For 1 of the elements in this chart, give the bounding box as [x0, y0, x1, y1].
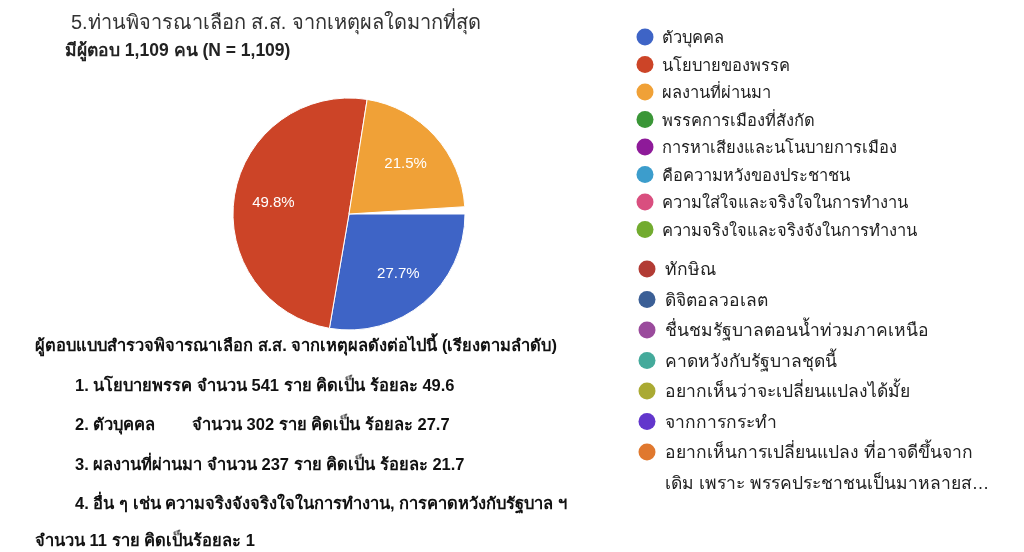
subtitle: มีผู้ตอบ 1,109 คน (N = 1,109): [65, 40, 291, 60]
